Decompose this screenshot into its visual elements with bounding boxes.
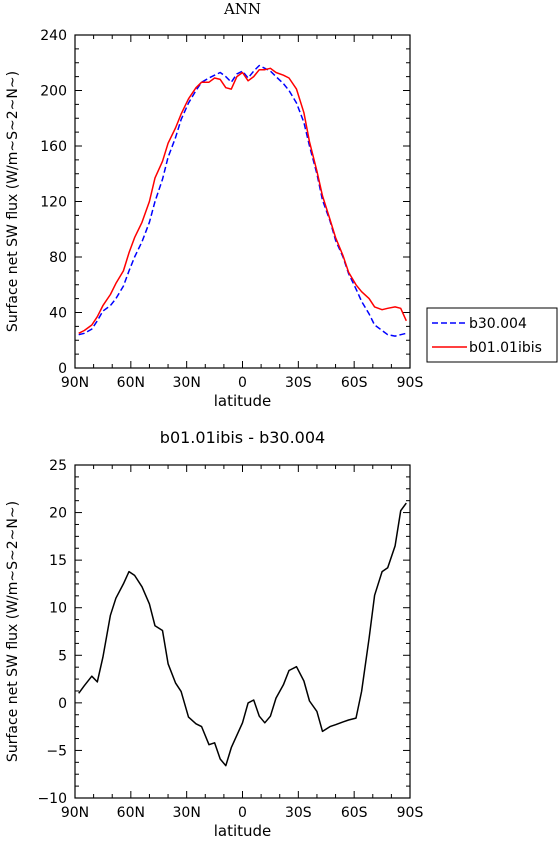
y-tick-label: 240	[40, 28, 67, 44]
y-tick-label: 120	[40, 195, 67, 211]
y-tick-label: −10	[37, 791, 67, 807]
x-tick-label: 60S	[341, 805, 368, 821]
series-line-b30-004	[78, 64, 407, 337]
x-tick-label: 60N	[117, 805, 145, 821]
y-tick-label: −5	[46, 743, 67, 759]
x-tick-label: 90S	[397, 805, 424, 821]
series-line-b01-01ibis	[78, 67, 407, 334]
y-axis-label: Surface net SW flux (W/m~S~2~N~)	[5, 501, 21, 762]
x-tick-label: 30N	[173, 375, 201, 391]
x-tick-label: 90N	[61, 375, 89, 391]
y-tick-label: 10	[49, 601, 67, 617]
y-tick-label: 5	[58, 648, 67, 664]
y-tick-label: 0	[58, 361, 67, 377]
y-tick-label: 25	[49, 458, 67, 474]
y-tick-label: 0	[58, 696, 67, 712]
x-tick-label: 90S	[397, 375, 424, 391]
x-axis-label: latitude	[214, 822, 272, 840]
y-tick-label: 40	[49, 306, 67, 322]
plot-frame	[74, 34, 411, 369]
y-tick-label: 160	[40, 139, 67, 155]
y-tick-label: 80	[49, 250, 67, 266]
x-tick-label: 0	[238, 375, 247, 391]
legend-box	[426, 307, 558, 363]
y-tick-label: 200	[40, 84, 67, 100]
chart-panel-difference: b01.01ibis - b30.004 90N 60N 30N 0 30S 60S 90S −…	[5, 428, 423, 840]
x-tick-label: 30S	[285, 375, 312, 391]
chart-title: ANN	[223, 0, 261, 18]
x-tick-label: 60S	[341, 375, 368, 391]
chart-legend: b30.004 b01.01ibis	[426, 307, 558, 363]
x-tick-label: 0	[238, 805, 247, 821]
y-tick-label: 15	[49, 553, 67, 569]
chart-title: b01.01ibis - b30.004	[160, 428, 325, 447]
x-axis-label: latitude	[214, 392, 272, 410]
x-tick-label: 60N	[117, 375, 145, 391]
chart-panel-annual: ANN 90N 60N 30N 0 30S 60S 90S 0 40 80 120 160 200 240 l…	[5, 0, 423, 410]
y-tick-label: 20	[49, 506, 67, 522]
legend-label: b01.01ibis	[469, 340, 542, 356]
x-tick-label: 30N	[173, 805, 201, 821]
plot-frame	[74, 464, 411, 799]
legend-label: b30.004	[469, 316, 527, 332]
y-axis-label: Surface net SW flux (W/m~S~2~N~)	[5, 71, 21, 332]
series-line-0	[78, 502, 407, 767]
x-tick-label: 30S	[285, 805, 312, 821]
x-tick-label: 90N	[61, 805, 89, 821]
